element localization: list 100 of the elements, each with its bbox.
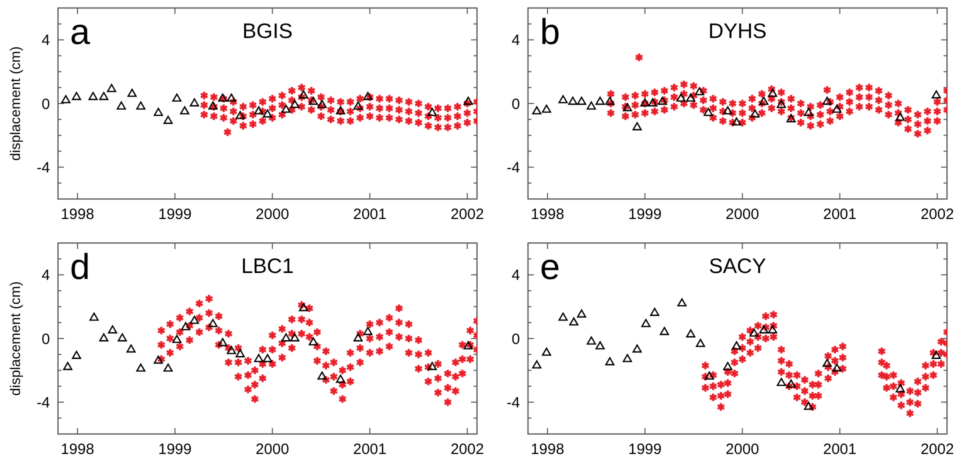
annotation: b xyxy=(540,11,560,52)
y-tick-label: 4 xyxy=(42,267,50,284)
text: LBC1 xyxy=(241,255,294,278)
point xyxy=(226,346,236,354)
point xyxy=(89,312,99,321)
point xyxy=(804,108,814,116)
point xyxy=(154,108,163,116)
x-tick-label: 2002 xyxy=(920,206,954,223)
point xyxy=(542,104,552,113)
point xyxy=(542,348,552,356)
x-tick-label: 2000 xyxy=(726,441,760,458)
x-tick-label: 1999 xyxy=(628,206,662,223)
point xyxy=(99,333,108,342)
point xyxy=(181,322,190,330)
point xyxy=(576,309,586,318)
point xyxy=(317,371,327,380)
x-tick-label: 2002 xyxy=(450,206,484,223)
point xyxy=(226,93,236,102)
point xyxy=(568,96,578,105)
y-axis-title: displacement (cm) xyxy=(7,46,23,161)
point xyxy=(116,101,126,110)
x-tick-label: 1998 xyxy=(530,206,564,223)
point xyxy=(660,326,670,336)
y-tick-label: -4 xyxy=(506,159,520,176)
point xyxy=(632,122,642,130)
text: BGIS xyxy=(242,20,293,43)
point xyxy=(622,103,632,112)
point xyxy=(61,95,70,104)
point xyxy=(106,84,116,92)
point xyxy=(136,101,146,110)
point xyxy=(363,326,372,336)
point xyxy=(749,328,759,337)
point xyxy=(464,96,473,105)
point xyxy=(723,106,732,114)
x-tick-label: 1999 xyxy=(628,441,662,458)
point xyxy=(428,362,437,370)
point xyxy=(532,106,542,114)
point xyxy=(72,350,82,359)
point xyxy=(254,106,264,114)
point xyxy=(63,362,72,370)
point xyxy=(218,338,228,346)
y-axis-title: displacement (cm) xyxy=(7,281,23,396)
point xyxy=(298,303,308,312)
point xyxy=(768,88,778,97)
point xyxy=(236,111,245,120)
point xyxy=(558,95,568,104)
point xyxy=(262,109,272,118)
point xyxy=(208,318,218,328)
point xyxy=(290,100,300,108)
point xyxy=(632,344,642,353)
point xyxy=(686,93,696,102)
point xyxy=(641,318,651,328)
y-tick-label: -4 xyxy=(36,394,50,412)
point xyxy=(569,317,578,326)
y-tick-label: -4 xyxy=(506,394,520,412)
x-tick-label: 2000 xyxy=(256,441,290,458)
point xyxy=(281,104,291,113)
point xyxy=(694,87,704,96)
point xyxy=(759,96,768,105)
point xyxy=(750,109,760,118)
point xyxy=(262,354,272,362)
point xyxy=(336,374,346,383)
point xyxy=(172,93,182,102)
point xyxy=(595,96,605,105)
point xyxy=(180,106,190,114)
point xyxy=(354,333,363,342)
point xyxy=(605,357,614,366)
x-tick-label: 1998 xyxy=(60,206,94,223)
y-tick-label: 0 xyxy=(42,330,50,348)
point xyxy=(254,354,264,362)
point xyxy=(605,96,614,105)
point xyxy=(118,333,127,342)
point xyxy=(558,312,568,321)
point xyxy=(281,333,291,342)
point xyxy=(126,344,136,353)
point xyxy=(108,325,118,334)
y-tick-label: 4 xyxy=(42,32,50,50)
point xyxy=(428,108,437,116)
x-tick-label: 2001 xyxy=(823,441,856,458)
x-tick-label: 1998 xyxy=(60,441,94,458)
point xyxy=(136,364,146,372)
point xyxy=(776,100,786,108)
y-tick-label: 4 xyxy=(512,32,520,50)
point xyxy=(354,101,363,110)
point xyxy=(804,402,814,410)
x-tick-label: 2002 xyxy=(450,441,484,458)
point xyxy=(822,358,832,367)
point xyxy=(586,336,596,345)
x-tick-label: 2001 xyxy=(353,206,386,223)
point xyxy=(723,362,732,370)
y-tick-label: 4 xyxy=(512,267,520,284)
point xyxy=(676,93,686,102)
point xyxy=(896,112,905,121)
x-tick-label: 2002 xyxy=(920,441,954,458)
point xyxy=(776,378,786,386)
text: DYHS xyxy=(708,20,767,43)
point xyxy=(786,379,796,388)
point xyxy=(759,325,768,334)
point xyxy=(686,329,696,338)
point xyxy=(190,316,200,324)
